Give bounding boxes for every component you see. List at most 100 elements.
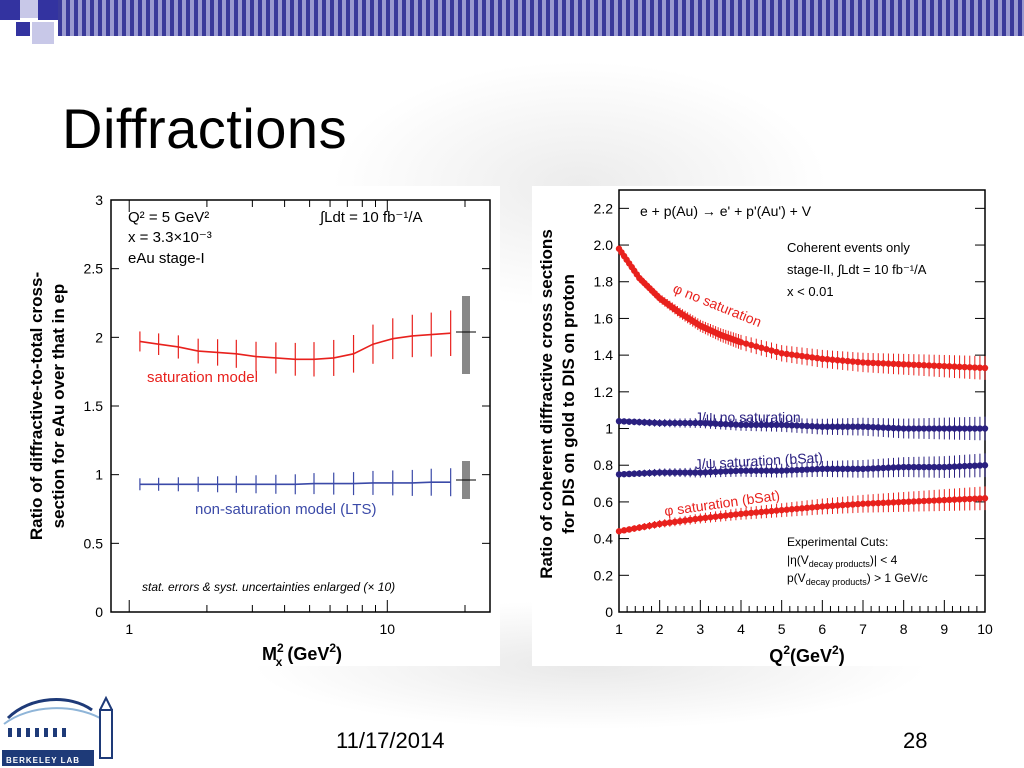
data-point-jpsi-sat bbox=[773, 467, 780, 474]
y-tick-label: 0.8 bbox=[594, 457, 614, 473]
data-point-phi-sat bbox=[697, 515, 704, 522]
data-point-phi-no-sat bbox=[758, 344, 765, 351]
data-point-jpsi-sat bbox=[930, 463, 938, 471]
data-point-phi-sat bbox=[717, 512, 724, 520]
data-point-phi-no-sat bbox=[864, 359, 872, 366]
data-point-jpsi-no-sat bbox=[620, 418, 628, 425]
data-point-jpsi-no-sat bbox=[681, 419, 689, 427]
series-label-non-saturation: non-saturation model (LTS) bbox=[195, 501, 376, 518]
data-point-jpsi-sat bbox=[936, 463, 943, 471]
data-point-jpsi-no-sat bbox=[742, 421, 750, 429]
data-point-jpsi-sat bbox=[620, 470, 628, 478]
series-label-saturation: saturation model bbox=[147, 369, 258, 386]
data-point-phi-sat bbox=[666, 519, 674, 526]
data-point-jpsi-sat bbox=[778, 467, 785, 474]
data-point-jpsi-no-sat bbox=[910, 425, 918, 432]
data-point-phi-no-sat bbox=[981, 364, 989, 372]
y-tick-label: 1.2 bbox=[594, 384, 614, 400]
data-point-phi-no-sat bbox=[930, 362, 938, 369]
data-point-phi-no-sat bbox=[971, 364, 979, 371]
data-point-phi-sat bbox=[839, 501, 846, 509]
data-point-jpsi-sat bbox=[951, 463, 958, 470]
y-axis-label-line2: section for eAu over that in ep bbox=[49, 284, 68, 529]
data-point-jpsi-no-sat bbox=[885, 424, 892, 432]
data-point-phi-no-sat bbox=[819, 355, 826, 362]
info-xcut: x < 0.01 bbox=[787, 284, 834, 299]
x-tick-label: 9 bbox=[940, 621, 948, 637]
data-point-phi-sat bbox=[631, 525, 638, 532]
data-point-phi-no-sat bbox=[829, 356, 836, 363]
data-point-jpsi-no-sat bbox=[966, 425, 973, 432]
data-point-phi-no-sat bbox=[895, 360, 902, 368]
data-point-jpsi-no-sat bbox=[920, 425, 928, 432]
data-point-phi-no-sat bbox=[961, 363, 968, 371]
data-point-jpsi-sat bbox=[702, 469, 709, 476]
data-point-phi-sat bbox=[859, 500, 867, 507]
data-point-jpsi-sat bbox=[753, 467, 760, 474]
data-point-phi-sat bbox=[737, 510, 745, 518]
data-point-jpsi-no-sat bbox=[778, 421, 785, 429]
data-point-phi-sat bbox=[636, 524, 643, 531]
data-point-phi-no-sat bbox=[925, 362, 933, 369]
data-point-phi-sat bbox=[966, 495, 973, 503]
data-point-phi-sat bbox=[849, 501, 857, 508]
data-point-jpsi-sat bbox=[890, 464, 897, 471]
data-point-jpsi-no-sat bbox=[671, 419, 679, 427]
info-stage: eAu stage-I bbox=[128, 250, 205, 267]
data-point-phi-sat bbox=[905, 498, 912, 505]
data-point-jpsi-no-sat bbox=[783, 421, 790, 429]
data-point-jpsi-sat bbox=[834, 465, 841, 473]
data-point-jpsi-no-sat bbox=[900, 425, 907, 432]
data-point-jpsi-sat bbox=[722, 468, 729, 475]
data-point-jpsi-sat bbox=[946, 463, 953, 471]
data-point-jpsi-sat bbox=[941, 463, 948, 471]
data-point-jpsi-sat bbox=[961, 462, 968, 470]
data-point-phi-no-sat bbox=[859, 359, 867, 366]
data-point-phi-no-sat bbox=[854, 358, 862, 366]
data-point-phi-sat bbox=[808, 504, 816, 511]
data-point-jpsi-no-sat bbox=[859, 423, 867, 430]
data-point-jpsi-sat bbox=[824, 465, 831, 473]
data-point-phi-sat bbox=[956, 496, 963, 503]
data-point-phi-no-sat bbox=[905, 361, 912, 368]
data-point-jpsi-sat bbox=[636, 470, 643, 477]
data-point-phi-sat bbox=[641, 523, 648, 530]
data-point-jpsi-no-sat bbox=[925, 425, 933, 432]
data-point-phi-sat bbox=[798, 505, 806, 512]
data-point-jpsi-sat bbox=[905, 463, 912, 471]
data-point-jpsi-no-sat bbox=[793, 422, 801, 429]
data-point-jpsi-no-sat bbox=[869, 423, 877, 431]
data-point-jpsi-sat bbox=[971, 462, 979, 469]
data-point-jpsi-sat bbox=[925, 463, 933, 471]
data-point-phi-no-sat bbox=[869, 359, 877, 367]
y-tick-label: 0.4 bbox=[594, 531, 614, 547]
data-point-jpsi-sat bbox=[808, 466, 816, 473]
data-point-phi-no-sat bbox=[839, 357, 846, 364]
data-point-phi-no-sat bbox=[844, 357, 851, 365]
data-point-phi-sat bbox=[910, 498, 918, 505]
data-point-jpsi-no-sat bbox=[798, 422, 806, 429]
data-point-jpsi-no-sat bbox=[976, 425, 984, 432]
info-x: x = 3.3×10⁻³ bbox=[128, 229, 212, 246]
data-point-phi-sat bbox=[768, 507, 775, 515]
data-point-jpsi-sat bbox=[854, 465, 862, 473]
data-point-jpsi-no-sat bbox=[641, 419, 648, 426]
data-point-jpsi-no-sat bbox=[839, 423, 846, 430]
data-point-jpsi-sat bbox=[747, 467, 755, 474]
x-tick-label: 10 bbox=[380, 621, 396, 637]
data-point-phi-sat bbox=[824, 502, 831, 510]
data-point-jpsi-sat bbox=[727, 467, 735, 475]
data-point-phi-no-sat bbox=[900, 361, 907, 368]
data-point-jpsi-sat bbox=[915, 463, 923, 471]
info-coherent: Coherent events only bbox=[787, 240, 910, 255]
data-point-jpsi-no-sat bbox=[692, 419, 699, 427]
data-point-phi-no-sat bbox=[976, 364, 984, 371]
data-point-phi-sat bbox=[676, 517, 684, 525]
data-point-jpsi-sat bbox=[819, 465, 826, 473]
series-label-jpsi-no-sat: J/ψ no saturation bbox=[695, 409, 801, 425]
data-point-phi-no-sat bbox=[966, 364, 973, 371]
data-point-phi-no-sat bbox=[824, 356, 831, 363]
y-axis-label-line2: for DIS on gold to DIS on proton bbox=[559, 274, 578, 534]
y-tick-label: 2.5 bbox=[84, 261, 104, 277]
slide-title: Diffractions bbox=[62, 97, 348, 160]
